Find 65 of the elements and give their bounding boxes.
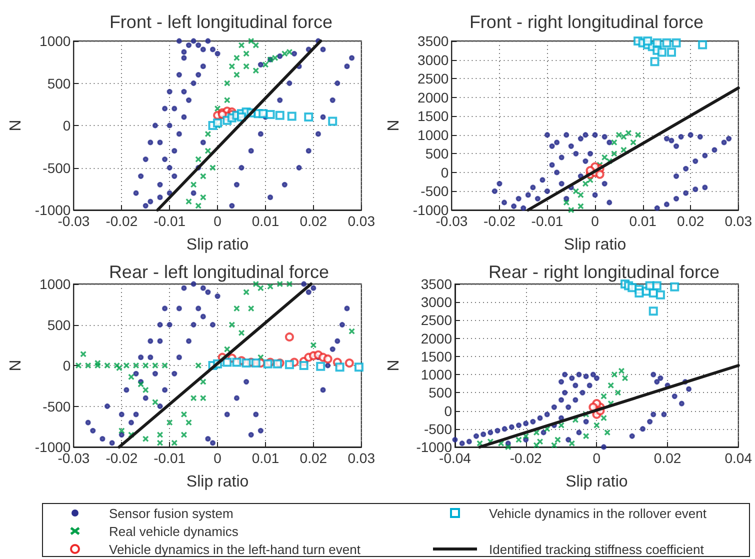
x-tick-label: 0.01: [252, 213, 280, 229]
x-tick-label: -0.02: [484, 213, 516, 229]
x-tick-label: -0.02: [106, 450, 138, 466]
x-tick-label: -0.01: [531, 213, 564, 229]
x-axis-title: Slip ratio: [564, 236, 626, 254]
y-axis-title: N: [386, 360, 402, 372]
y-tick-label: 500: [47, 75, 71, 92]
y-axis-title: N: [386, 120, 402, 132]
x-tick-label: 0.02: [300, 213, 328, 229]
y-tick-label: -500: [424, 420, 452, 437]
x-tick-label: 0.01: [252, 450, 280, 466]
x-tick-label: 0: [214, 450, 222, 466]
chart-title: Rear - right longitudinal force: [488, 262, 720, 282]
chart-title: Front - right longitudinal force: [469, 12, 704, 32]
x-axis-title: Slip ratio: [186, 236, 249, 254]
x-tick-label: -0.01: [154, 450, 186, 466]
y-tick-label: -500: [420, 183, 449, 200]
y-tick-label: 1000: [418, 126, 449, 143]
y-axis-title: N: [8, 120, 24, 132]
y-tick-label: 3000: [420, 294, 452, 310]
x-axis-title: Slip ratio: [186, 474, 249, 490]
y-tick-label: 0: [444, 402, 452, 419]
y-tick-label: 500: [428, 384, 452, 401]
y-axis-title: N: [8, 360, 24, 372]
y-tick-label: 1000: [420, 366, 452, 383]
y-tick-label: 2500: [418, 70, 449, 87]
legend-label: Real vehicle dynamics: [109, 524, 238, 538]
y-tick-label: 1000: [40, 276, 71, 292]
y-tick-label: 0: [62, 118, 71, 134]
y-tick-label: 1000: [40, 33, 71, 49]
x-tick-label: 0: [214, 213, 222, 229]
legend-label: Identified tracking stiffness coefficient: [489, 542, 704, 556]
x-tick-label: -0.02: [510, 450, 542, 466]
y-tick-label: -500: [42, 398, 71, 414]
x-axis-title: Slip ratio: [566, 474, 628, 490]
chart-title: Front - left longitudinal force: [109, 12, 333, 32]
legend-label: Vehicle dynamics in the rollover event: [489, 506, 707, 520]
x-tick-label: 0.04: [724, 450, 752, 466]
legend-label: Vehicle dynamics in the left-hand turn event: [109, 542, 360, 556]
y-tick-label: 2000: [420, 330, 452, 346]
y-tick-label: 3500: [418, 33, 449, 49]
legend-label: Sensor fusion system: [109, 506, 234, 520]
y-tick-label: 500: [425, 146, 449, 162]
x-tick-label: 0.02: [654, 450, 682, 466]
x-tick-label: -0.02: [106, 213, 138, 229]
y-tick-label: 2000: [418, 89, 449, 106]
y-tick-label: -500: [42, 160, 71, 176]
x-tick-label: 0: [592, 450, 601, 466]
x-tick-label: -0.01: [154, 213, 186, 229]
chart-title: Rear - left longitudinal force: [108, 262, 330, 282]
y-tick-label: 1500: [420, 348, 452, 364]
x-tick-label: 0.02: [300, 450, 328, 466]
y-tick-label: 1500: [418, 108, 449, 124]
y-tick-label: 2500: [420, 312, 452, 328]
x-tick-label: 0.01: [629, 213, 657, 229]
x-tick-label: 0.02: [676, 213, 704, 229]
y-tick-label: 0: [62, 358, 71, 374]
y-tick-label: 3000: [418, 52, 449, 68]
y-tick-label: 500: [47, 316, 71, 333]
x-tick-label: 0.03: [348, 450, 376, 466]
x-tick-label: 0: [591, 213, 600, 229]
y-tick-label: 0: [440, 164, 449, 180]
x-tick-label: 0.03: [724, 213, 752, 229]
y-tick-label: 3500: [420, 276, 452, 292]
x-tick-label: 0.03: [348, 213, 376, 229]
